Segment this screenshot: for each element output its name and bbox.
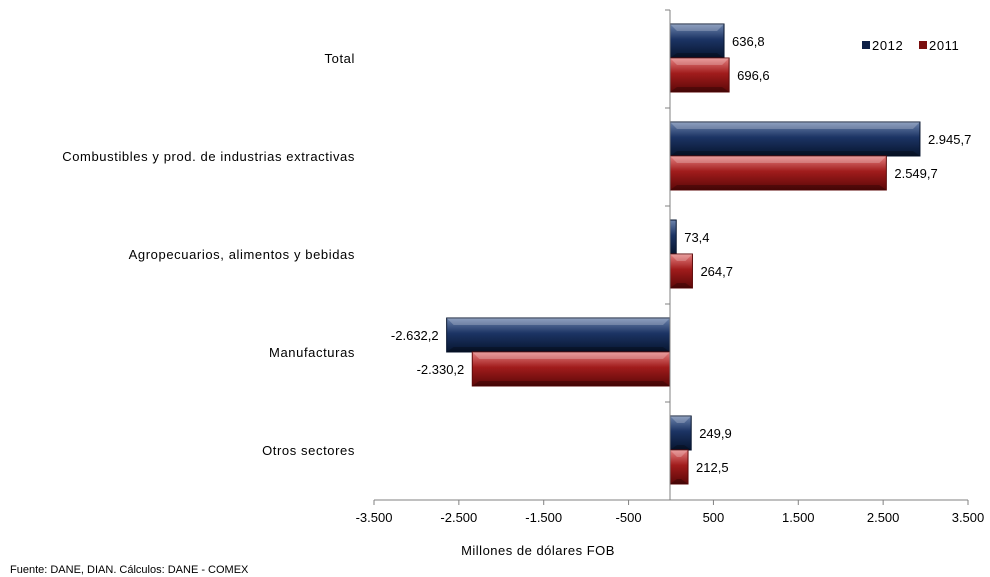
legend-swatch-2011 bbox=[919, 41, 927, 49]
data-labels: 636,8 696,6 2.945,7 2.549,7 73,4 264,7 -2.632,… bbox=[391, 34, 971, 475]
axes-group: -3.500 -2.500 -1.500 -500 500 1.500 2.500 3.500 bbox=[356, 9, 985, 525]
bar-2012-otros-sectores bbox=[669, 415, 692, 451]
data-label-2012-agropecuarios-alimentos-y-bebidas: 73,4 bbox=[684, 230, 709, 245]
data-label-2011-combustibles-y-prod-de-industrias-extractivas: 2.549,7 bbox=[894, 166, 937, 181]
category-label-total: Total bbox=[325, 51, 355, 66]
legend: 2012 2011 bbox=[862, 38, 959, 53]
data-label-2012-total: 636,8 bbox=[732, 34, 765, 49]
x-tick-label-4: 500 bbox=[703, 510, 725, 525]
category-labels: Total Combustibles y prod. de industrias … bbox=[62, 51, 355, 458]
data-label-2011-manufacturas: -2.330,2 bbox=[417, 362, 465, 377]
x-tick-label-2: -1.500 bbox=[525, 510, 562, 525]
x-tick-label-7: 3.500 bbox=[952, 510, 985, 525]
data-label-2012-otros-sectores: 249,9 bbox=[699, 426, 732, 441]
data-label-2011-otros-sectores: 212,5 bbox=[696, 460, 729, 475]
bar-2011-combustibles-y-prod-de-industrias-extractivas bbox=[669, 155, 887, 191]
bar-2012-combustibles-y-prod-de-industrias-extractivas bbox=[669, 121, 921, 157]
source-note: Fuente: DANE, DIAN. Cálculos: DANE - COM… bbox=[10, 564, 249, 576]
x-tick-label-1: -2.500 bbox=[440, 510, 477, 525]
bar-2011-manufacturas bbox=[471, 351, 671, 387]
bar-2011-agropecuarios-alimentos-y-bebidas bbox=[669, 253, 693, 289]
data-label-2012-manufacturas: -2.632,2 bbox=[391, 328, 439, 343]
category-label-combustibles-y-prod-de-industrias-extractivas: Combustibles y prod. de industrias extra… bbox=[62, 149, 355, 164]
legend-label-2012: 2012 bbox=[872, 38, 903, 53]
x-axis-title: Millones de dólares FOB bbox=[461, 543, 615, 558]
bar-2012-agropecuarios-alimentos-y-bebidas bbox=[669, 219, 677, 255]
legend-label-2011: 2011 bbox=[929, 38, 959, 53]
x-tick-label-0: -3.500 bbox=[356, 510, 393, 525]
x-tick-label-5: 1.500 bbox=[782, 510, 815, 525]
bar-2011-otros-sectores bbox=[669, 449, 689, 485]
bar-2012-manufacturas bbox=[446, 317, 671, 353]
category-label-otros-sectores: Otros sectores bbox=[262, 443, 355, 458]
bars-group bbox=[446, 23, 921, 485]
data-label-2012-combustibles-y-prod-de-industrias-extractivas: 2.945,7 bbox=[928, 132, 971, 147]
x-tick-label-3: -500 bbox=[616, 510, 642, 525]
bar-2011-total bbox=[669, 57, 730, 93]
x-tick-label-6: 2.500 bbox=[867, 510, 900, 525]
data-label-2011-agropecuarios-alimentos-y-bebidas: 264,7 bbox=[700, 264, 733, 279]
bar-2012-total bbox=[669, 23, 725, 59]
category-label-manufacturas: Manufacturas bbox=[269, 345, 355, 360]
category-label-agropecuarios-alimentos-y-bebidas: Agropecuarios, alimentos y bebidas bbox=[129, 247, 355, 262]
legend-swatch-2012 bbox=[862, 41, 870, 49]
data-label-2011-total: 696,6 bbox=[737, 68, 770, 83]
